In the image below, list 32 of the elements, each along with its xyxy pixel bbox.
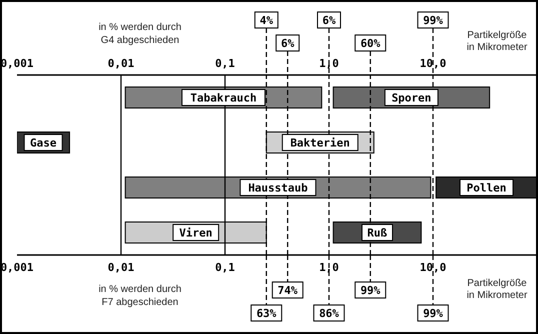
text: in % werden durch G4 abgeschieden	[98, 22, 182, 46]
text: 86%	[319, 307, 340, 320]
text: 6%	[280, 37, 295, 50]
text: 60%	[360, 37, 381, 50]
x-tick-label: 0,01	[108, 260, 135, 274]
text: 1,0	[319, 57, 339, 70]
series-label: Tabakrauch	[190, 92, 257, 104]
x2-axis-title: Partikelgröße in Mikrometer	[466, 30, 528, 53]
text: 99%	[423, 14, 444, 27]
text: 0,01	[108, 57, 134, 70]
x-tick-label: 1,0	[319, 260, 339, 274]
text: 6%	[322, 14, 336, 27]
series-label: Bakterien	[290, 136, 350, 150]
series-label: Viren	[179, 226, 212, 240]
text: in % werden durch F7 abgeschieden	[98, 284, 182, 308]
text: 99%	[360, 284, 381, 297]
x-tick-label: 0,1	[215, 260, 236, 274]
series-label: Ruß	[367, 226, 388, 240]
series-label: Sporen	[392, 92, 432, 104]
x-axis-title: Partikelgröße in Mikrometer	[466, 278, 528, 301]
text: 0,001	[0, 57, 34, 70]
text: 10,0	[420, 57, 446, 70]
series-label: Pollen	[466, 182, 506, 194]
text: 74%	[278, 284, 298, 297]
series-label: Gase	[30, 136, 57, 150]
x-tick-label: 0,001	[0, 260, 34, 274]
x-tick-label: 10,0	[420, 260, 446, 274]
series-label: Hausstaub	[248, 182, 308, 194]
text: 99%	[423, 307, 444, 320]
text: 0,1	[215, 57, 235, 70]
text: 63%	[256, 307, 277, 320]
text: 4%	[260, 14, 274, 27]
